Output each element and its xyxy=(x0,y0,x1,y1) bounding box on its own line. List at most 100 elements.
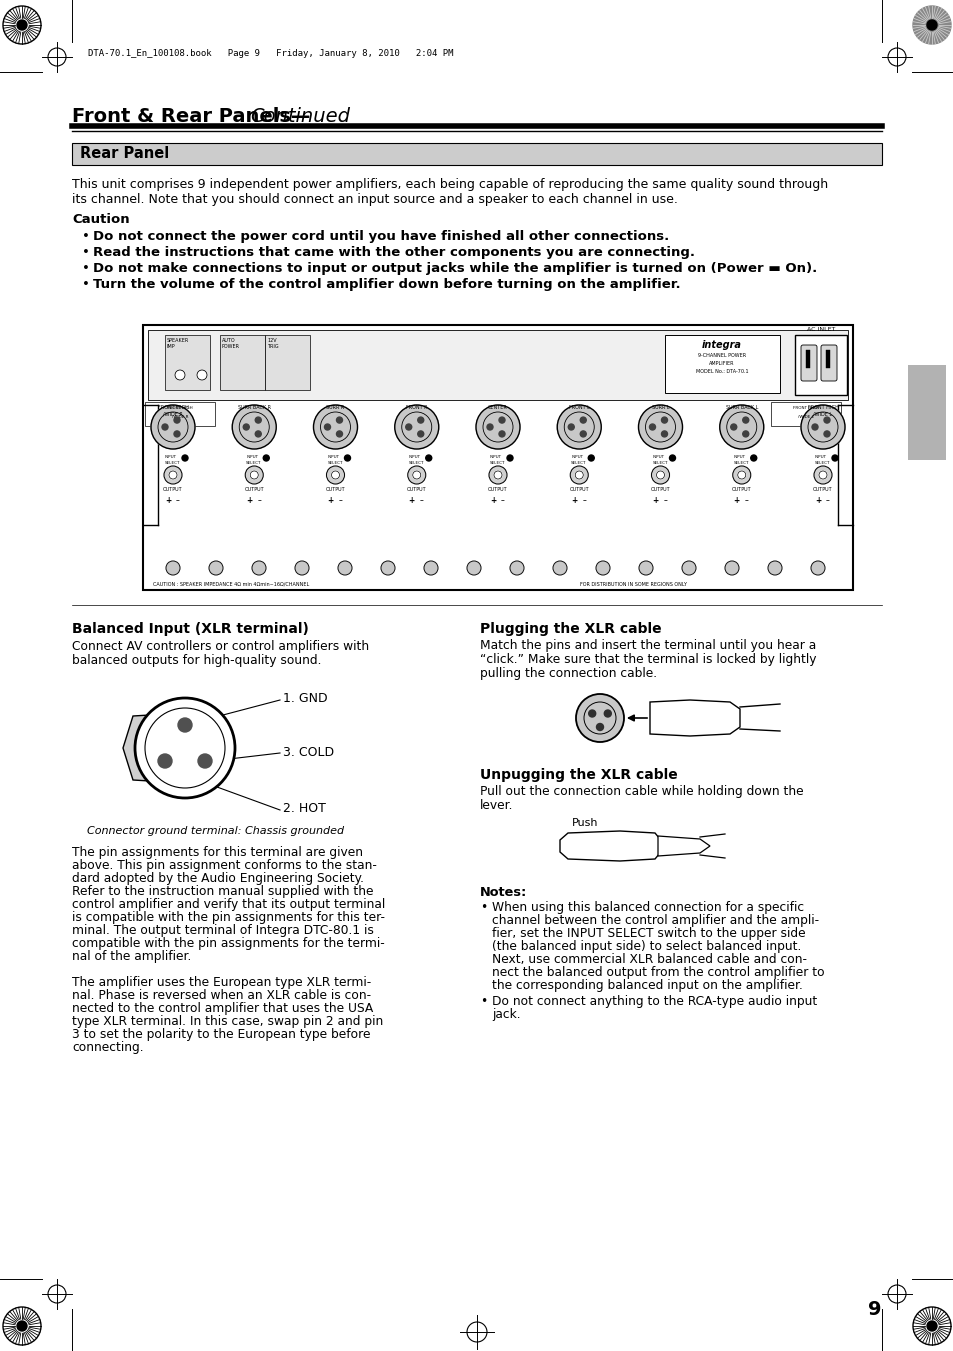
Text: balanced outputs for high-quality sound.: balanced outputs for high-quality sound. xyxy=(71,654,321,667)
Text: Do not make connections to input or output jacks while the amplifier is turned o: Do not make connections to input or outp… xyxy=(92,262,817,276)
Circle shape xyxy=(719,405,763,449)
Text: OUTPUT: OUTPUT xyxy=(163,486,183,492)
Text: OUTPUT: OUTPUT xyxy=(325,486,345,492)
Text: the corresponding balanced input on the amplifier.: the corresponding balanced input on the … xyxy=(492,979,802,992)
Circle shape xyxy=(250,471,258,480)
Circle shape xyxy=(660,431,667,436)
Text: nal. Phase is reversed when an XLR cable is con-: nal. Phase is reversed when an XLR cable… xyxy=(71,989,371,1002)
Circle shape xyxy=(158,754,172,767)
Text: SURR BACK R: SURR BACK R xyxy=(237,405,271,409)
Circle shape xyxy=(294,561,309,576)
Circle shape xyxy=(730,424,736,430)
FancyBboxPatch shape xyxy=(825,350,829,367)
FancyBboxPatch shape xyxy=(801,345,816,381)
Polygon shape xyxy=(658,836,709,857)
FancyBboxPatch shape xyxy=(265,335,310,390)
Text: SELECT: SELECT xyxy=(814,461,830,465)
Circle shape xyxy=(182,455,188,461)
Text: –: – xyxy=(257,496,261,505)
Text: +: + xyxy=(246,496,253,505)
Text: SPEAKER
IMP: SPEAKER IMP xyxy=(167,338,189,349)
Text: +: + xyxy=(489,496,496,505)
Circle shape xyxy=(553,561,566,576)
Circle shape xyxy=(476,405,519,449)
Circle shape xyxy=(596,561,609,576)
Circle shape xyxy=(336,417,342,423)
Text: fier, set the INPUT SELECT switch to the upper side: fier, set the INPUT SELECT switch to the… xyxy=(492,927,804,940)
Text: +: + xyxy=(571,496,577,505)
Text: OUTPUT: OUTPUT xyxy=(650,486,670,492)
Text: •: • xyxy=(82,230,90,243)
Circle shape xyxy=(926,1321,936,1331)
Text: Plugging the XLR cable: Plugging the XLR cable xyxy=(479,621,661,636)
Circle shape xyxy=(166,561,180,576)
Circle shape xyxy=(209,561,223,576)
Text: “click.” Make sure that the terminal is locked by lightly: “click.” Make sure that the terminal is … xyxy=(479,653,816,666)
Text: SELECT: SELECT xyxy=(408,461,424,465)
Text: compatible with the pin assignments for the termi-: compatible with the pin assignments for … xyxy=(71,938,384,950)
Text: 9-CHANNEL POWER: 9-CHANNEL POWER xyxy=(698,353,745,358)
Text: INPUT: INPUT xyxy=(571,455,583,459)
Text: OUTPUT: OUTPUT xyxy=(731,486,751,492)
Text: AC INLET: AC INLET xyxy=(806,327,834,332)
Circle shape xyxy=(198,754,212,767)
Text: Caution: Caution xyxy=(71,213,130,226)
Text: INPUT: INPUT xyxy=(408,455,420,459)
Text: SURR R: SURR R xyxy=(326,405,344,409)
Text: INPUT: INPUT xyxy=(165,455,177,459)
Circle shape xyxy=(344,455,350,461)
Text: AUTO
POWER: AUTO POWER xyxy=(222,338,240,349)
Text: –: – xyxy=(500,496,504,505)
Circle shape xyxy=(750,455,756,461)
Text: CAUTION : SPEAKER IMPEDANCE 4Ω min 4Ωmin~16Ω/CHANNEL: CAUTION : SPEAKER IMPEDANCE 4Ω min 4Ωmin… xyxy=(152,582,309,586)
Circle shape xyxy=(596,724,603,731)
Text: /WIDE L: /WIDE L xyxy=(813,412,832,417)
Text: SELECT: SELECT xyxy=(571,461,586,465)
Circle shape xyxy=(579,417,586,423)
Circle shape xyxy=(423,561,437,576)
Text: FRONT HIGH: FRONT HIGH xyxy=(792,407,818,409)
Text: type XLR terminal. In this case, swap pin 2 and pin: type XLR terminal. In this case, swap pi… xyxy=(71,1015,383,1028)
Circle shape xyxy=(912,5,950,45)
Text: –: – xyxy=(581,496,585,505)
Text: When using this balanced connection for a specific: When using this balanced connection for … xyxy=(492,901,803,915)
Circle shape xyxy=(252,561,266,576)
Circle shape xyxy=(178,717,192,732)
Text: SURR BACK L: SURR BACK L xyxy=(725,405,757,409)
Text: Do not connect the power cord until you have finished all other connections.: Do not connect the power cord until you … xyxy=(92,230,669,243)
Text: SELECT: SELECT xyxy=(733,461,748,465)
Circle shape xyxy=(737,471,745,480)
Circle shape xyxy=(639,561,652,576)
Circle shape xyxy=(17,20,27,30)
Text: +: + xyxy=(814,496,821,505)
Text: its channel. Note that you should connect an input source and a speaker to each : its channel. Note that you should connec… xyxy=(71,193,678,205)
Text: –: – xyxy=(744,496,748,505)
Text: OUTPUT: OUTPUT xyxy=(569,486,588,492)
Text: 3: 3 xyxy=(203,755,209,765)
Text: nal of the amplifier.: nal of the amplifier. xyxy=(71,950,192,963)
Circle shape xyxy=(151,405,194,449)
Text: –: – xyxy=(176,496,180,505)
Text: This unit comprises 9 independent power amplifiers, each being capable of reprod: This unit comprises 9 independent power … xyxy=(71,178,827,190)
Text: INPUT: INPUT xyxy=(246,455,258,459)
Text: nect the balanced output from the control amplifier to: nect the balanced output from the contro… xyxy=(492,966,823,979)
Text: 2. HOT: 2. HOT xyxy=(283,802,326,816)
Text: DTA-70.1_En_100108.book   Page 9   Friday, January 8, 2010   2:04 PM: DTA-70.1_En_100108.book Page 9 Friday, J… xyxy=(88,50,453,58)
Circle shape xyxy=(169,471,177,480)
Text: Match the pins and insert the terminal until you hear a: Match the pins and insert the terminal u… xyxy=(479,639,816,653)
Text: –: – xyxy=(663,496,667,505)
Text: jack.: jack. xyxy=(492,1008,520,1021)
Circle shape xyxy=(579,431,586,436)
Circle shape xyxy=(498,431,504,436)
Circle shape xyxy=(506,455,513,461)
Text: INPUT: INPUT xyxy=(814,455,826,459)
Text: /WIDE R: /WIDE R xyxy=(163,412,183,417)
Circle shape xyxy=(823,417,829,423)
Circle shape xyxy=(656,471,664,480)
Text: lever.: lever. xyxy=(479,798,513,812)
Circle shape xyxy=(324,424,330,430)
Circle shape xyxy=(489,466,506,484)
Text: minal. The output terminal of Integra DTC-80.1 is: minal. The output terminal of Integra DT… xyxy=(71,924,374,938)
Text: FRONT HIGH: FRONT HIGH xyxy=(157,405,189,409)
Text: FRONT HIGH: FRONT HIGH xyxy=(807,405,838,409)
